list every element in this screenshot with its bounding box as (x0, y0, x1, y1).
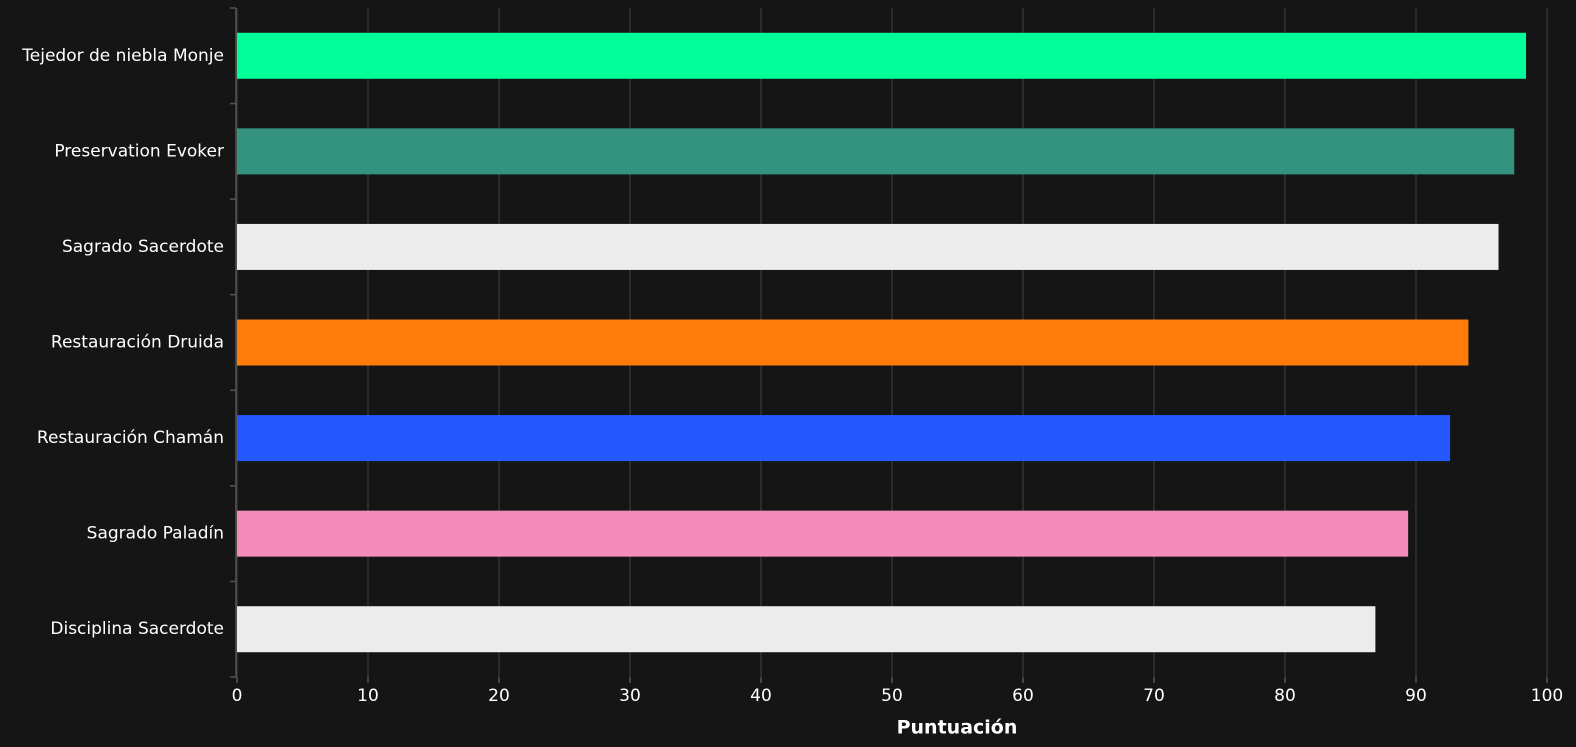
y-tick-label: Restauración Chamán (37, 428, 224, 448)
x-tick-label: 100 (1531, 686, 1563, 706)
y-tick-label: Preservation Evoker (54, 141, 224, 161)
x-tick-label: 70 (1143, 686, 1165, 706)
x-axis-label: Puntuación (897, 717, 1018, 739)
x-tick-label: 60 (1012, 686, 1034, 706)
bar (237, 319, 1469, 366)
y-tick-label: Disciplina Sacerdote (50, 619, 224, 639)
y-tick-label: Restauración Druida (51, 333, 224, 353)
x-tick-label: 10 (357, 686, 379, 706)
y-tick-label: Tejedor de niebla Monje (21, 46, 224, 66)
x-tick-label: 80 (1274, 686, 1296, 706)
y-tick-label: Sagrado Paladín (87, 524, 224, 544)
bar (237, 606, 1376, 653)
bar (237, 223, 1499, 270)
bar (237, 128, 1515, 175)
x-tick-label: 50 (881, 686, 903, 706)
x-tick-label: 30 (619, 686, 641, 706)
x-tick-label: 90 (1405, 686, 1427, 706)
x-tick-label: 40 (750, 686, 772, 706)
x-tick-label: 20 (488, 686, 510, 706)
y-tick-label: Sagrado Sacerdote (62, 237, 224, 257)
bar (237, 510, 1409, 557)
bar (237, 32, 1527, 79)
bar (237, 415, 1451, 462)
x-tick-label: 0 (232, 686, 243, 706)
